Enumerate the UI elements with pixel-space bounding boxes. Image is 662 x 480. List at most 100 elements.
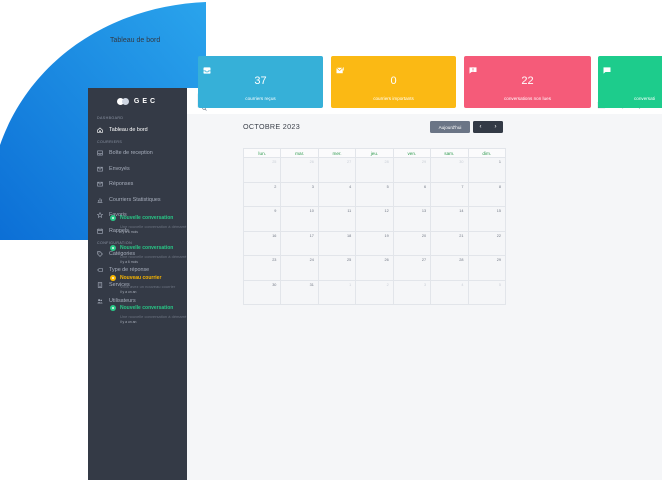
chat-bubble-icon bbox=[110, 215, 116, 221]
notification-item[interactable]: Nouvelle conversation Une nouvelle conve… bbox=[110, 305, 210, 324]
prev-month-button[interactable]: ‹ bbox=[473, 121, 488, 133]
calendar-week-row: 25 26 27 28 29 30 1 bbox=[242, 157, 507, 183]
today-button[interactable]: Aujourd'hui bbox=[430, 121, 470, 133]
sidebar-item-label: Réponses bbox=[109, 181, 134, 188]
calendar-day-cell[interactable]: 16 bbox=[242, 230, 282, 256]
calendar-week-row: 9 10 11 12 13 14 15 bbox=[242, 206, 507, 232]
calendar-body: 25 26 27 28 29 30 1 2 3 4 5 6 7 8 9 10 11 12 13 14 15 16 17 18 1… bbox=[242, 157, 507, 305]
calendar-day-cell[interactable]: 30 bbox=[242, 279, 282, 305]
sidebar-item-label: Boîte de reception bbox=[109, 150, 153, 157]
sidebar-item-reminders[interactable]: Rappels bbox=[88, 223, 187, 239]
calendar-day-cell[interactable]: 1 bbox=[467, 157, 507, 183]
calendar-day-cell[interactable]: 21 bbox=[430, 230, 469, 256]
notification-body: Une nouvelle conversation à démarré bbox=[120, 313, 187, 319]
notification-time: il y a un an bbox=[120, 320, 137, 324]
notification-item[interactable]: Nouvelle conversation Une nouvelle conve… bbox=[110, 215, 210, 234]
calendar-day-cell[interactable]: 6 bbox=[392, 181, 432, 207]
sidebar-item-statistics[interactable]: Courriers Statistiques bbox=[88, 192, 187, 208]
calendar-day-cell[interactable]: 25 bbox=[242, 157, 282, 183]
stat-card-unread[interactable]: 22 conversations non lues bbox=[464, 56, 591, 108]
inbox-icon bbox=[97, 150, 103, 156]
calendar-day-cell[interactable]: 23 bbox=[242, 255, 282, 281]
calendar-day-cell[interactable]: 10 bbox=[280, 206, 319, 232]
sidebar-item-services[interactable]: Services bbox=[88, 278, 187, 294]
stat-card-important[interactable]: 0 courriers importants bbox=[331, 56, 456, 108]
stat-value: 37 bbox=[254, 75, 267, 87]
stat-label: courriers reçus bbox=[245, 96, 276, 101]
building-icon bbox=[97, 282, 103, 288]
sidebar-item-inbox[interactable]: Boîte de reception bbox=[88, 146, 187, 162]
stat-card-received[interactable]: 37 courriers reçus bbox=[198, 56, 323, 108]
calendar-day-cell[interactable]: 2 bbox=[242, 181, 282, 207]
sidebar-item-label: Tableau de bord bbox=[109, 126, 148, 133]
stat-value: 22 bbox=[521, 75, 534, 87]
calendar-day-cell[interactable]: 1 bbox=[317, 279, 357, 305]
calendar-day-cell[interactable]: 19 bbox=[355, 230, 394, 256]
calendar-day-cell[interactable]: 5 bbox=[355, 181, 394, 207]
calendar-week-row: 30 31 1 2 3 4 5 bbox=[242, 279, 507, 305]
calendar-day-cell[interactable]: 24 bbox=[280, 255, 319, 281]
chat-bubble-icon bbox=[110, 245, 116, 251]
sidebar-item-response-types[interactable]: Type de réponse bbox=[88, 262, 187, 278]
chat-alert-icon bbox=[469, 61, 477, 74]
calendar-day-cell[interactable]: 26 bbox=[355, 255, 394, 281]
page-title: Tableau de bord bbox=[110, 37, 161, 44]
calendar-day-cell[interactable]: 25 bbox=[317, 255, 357, 281]
calendar-day-cell[interactable]: 27 bbox=[317, 157, 357, 183]
reply-icon bbox=[97, 181, 103, 187]
calendar-day-cell[interactable]: 29 bbox=[392, 157, 432, 183]
weekday-header: ven. bbox=[392, 148, 432, 158]
stat-label: courriers importants bbox=[373, 96, 414, 101]
sidebar-item-dashboard[interactable]: Tableau de bord bbox=[88, 122, 187, 138]
notification-item[interactable]: Nouvelle conversation Une nouvelle conve… bbox=[110, 245, 210, 264]
calendar-day-cell[interactable]: 27 bbox=[392, 255, 432, 281]
calendar-day-cell[interactable]: 11 bbox=[317, 206, 357, 232]
home-icon bbox=[97, 127, 103, 133]
sidebar-item-sent[interactable]: Envoyés bbox=[88, 161, 187, 177]
calendar-day-cell[interactable]: 28 bbox=[355, 157, 394, 183]
calendar-day-cell[interactable]: 4 bbox=[430, 279, 469, 305]
calendar-day-cell[interactable]: 3 bbox=[392, 279, 432, 305]
stats-icon bbox=[97, 197, 103, 203]
calendar-day-cell[interactable]: 15 bbox=[467, 206, 507, 232]
calendar-day-cell[interactable]: 26 bbox=[280, 157, 319, 183]
calendar-day-cell[interactable]: 13 bbox=[392, 206, 432, 232]
calendar-day-cell[interactable]: 29 bbox=[467, 255, 507, 281]
weekday-header: dim. bbox=[467, 148, 507, 158]
stat-label: conversati bbox=[634, 96, 655, 101]
calendar-day-cell[interactable]: 8 bbox=[467, 181, 507, 207]
calendar-day-cell[interactable]: 17 bbox=[280, 230, 319, 256]
calendar-day-cell[interactable]: 4 bbox=[317, 181, 357, 207]
calendar-day-cell[interactable]: 28 bbox=[430, 255, 469, 281]
calendar-day-cell[interactable]: 30 bbox=[430, 157, 469, 183]
calendar-day-cell[interactable]: 7 bbox=[430, 181, 469, 207]
calendar-day-cell[interactable]: 9 bbox=[242, 206, 282, 232]
notification-title: Nouvelle conversation bbox=[120, 305, 174, 311]
mail-icon bbox=[110, 275, 116, 281]
calendar-day-cell[interactable]: 31 bbox=[280, 279, 319, 305]
sidebar-item-favorites[interactable]: Favoris bbox=[88, 208, 187, 224]
stat-card-conversations[interactable]: 2 conversati bbox=[598, 56, 662, 108]
brand[interactable]: GEC bbox=[88, 88, 187, 114]
response-type-icon bbox=[97, 267, 103, 273]
calendar-day-cell[interactable]: 2 bbox=[355, 279, 394, 305]
sidebar-item-users[interactable]: Utilisateurs bbox=[88, 293, 187, 309]
sidebar-item-label: Favoris bbox=[109, 212, 127, 219]
weekday-header: jeu. bbox=[355, 148, 394, 158]
calendar-week-row: 16 17 18 19 20 21 22 bbox=[242, 230, 507, 256]
next-month-button[interactable]: › bbox=[488, 121, 503, 133]
chat-icon bbox=[603, 61, 611, 74]
calendar-day-cell[interactable]: 20 bbox=[392, 230, 432, 256]
calendar-day-cell[interactable]: 3 bbox=[280, 181, 319, 207]
sidebar-item-replies[interactable]: Réponses bbox=[88, 177, 187, 193]
weekday-header-row: lun. mar. mer. jeu. ven. sam. dim. bbox=[242, 148, 507, 158]
weekday-header: lun. bbox=[242, 148, 282, 158]
calendar-day-cell[interactable]: 18 bbox=[317, 230, 357, 256]
calendar-day-cell[interactable]: 14 bbox=[430, 206, 469, 232]
calendar-day-cell[interactable]: 5 bbox=[467, 279, 507, 305]
calendar-day-cell[interactable]: 12 bbox=[355, 206, 394, 232]
calendar-nav: ‹ › bbox=[473, 121, 503, 133]
notification-item[interactable]: Nouveau courrier Vous avez un nouveau co… bbox=[110, 275, 210, 294]
calendar-day-cell[interactable]: 22 bbox=[467, 230, 507, 256]
sidebar-item-categories[interactable]: Catégories bbox=[88, 247, 187, 263]
